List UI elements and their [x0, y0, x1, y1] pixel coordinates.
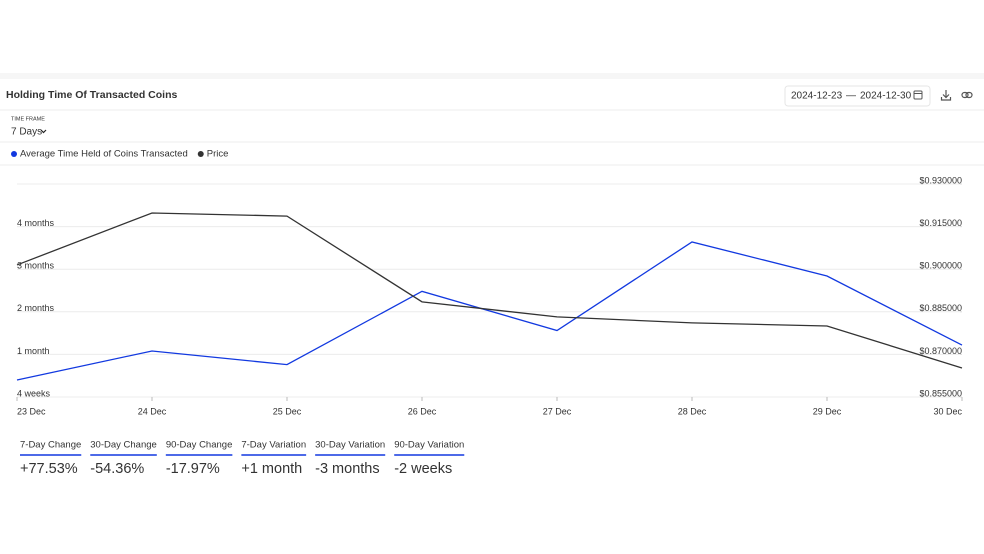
stats: 7-Day Change +77.53% 30-Day Change -54.36% 9… [20, 440, 465, 477]
y2-tick-label: $0.885000 [919, 303, 962, 313]
x-tick-label: 25 Dec [273, 406, 302, 416]
date-range-box[interactable] [784, 85, 931, 107]
series-line [16, 212, 963, 369]
x-tick-label: 30 Dec [933, 406, 962, 416]
y2-tick-label: $0.915000 [919, 218, 962, 228]
y2-tick-label: $0.930000 [919, 175, 962, 185]
stat-value: -17.97% [166, 461, 220, 477]
stat-label[interactable]: 7-Day Change [20, 440, 81, 451]
stat-label[interactable]: 7-Day Variation [241, 440, 306, 451]
stat-value: -2 weeks [394, 461, 452, 477]
y2-tick-label: $0.870000 [919, 346, 962, 356]
legend-marker[interactable] [197, 151, 204, 157]
x-tick-label: 26 Dec [408, 406, 437, 416]
stat-value: -3 months [315, 461, 379, 477]
stat-label[interactable]: 30-Day Change [90, 440, 157, 451]
timeframe-select[interactable]: 7 Days [11, 127, 42, 138]
y2-tick-label: $0.900000 [919, 261, 962, 271]
legend: Average Time Held of Coins Transacted Pri… [11, 149, 228, 160]
legend-marker[interactable] [11, 151, 17, 157]
y-tick-label: 4 weeks [17, 388, 51, 398]
dropdown-arrow[interactable] [40, 129, 47, 134]
y-tick-label: 2 months [17, 303, 55, 313]
stat-value: +1 month [241, 461, 302, 477]
series-line [16, 241, 963, 381]
chart-title: Holding Time Of Transacted Coins [6, 89, 177, 101]
legend-label[interactable]: Average Time Held of Coins Transacted [20, 149, 188, 160]
x-tick-label: 23 Dec [17, 406, 46, 416]
stat-value: -54.36% [90, 461, 144, 477]
date-end[interactable]: 2024-12-30 [860, 91, 912, 102]
x-tick-label: 29 Dec [813, 406, 842, 416]
y-tick-label: 4 months [17, 218, 55, 228]
link-icon[interactable] [961, 91, 973, 99]
plot: 4 weeks 1 month 2 months 3 months 4 months $0… [16, 175, 963, 416]
y-tick-label: 3 months [17, 261, 55, 271]
stat-value: +77.53% [20, 461, 78, 477]
stat-label[interactable]: 90-Day Variation [394, 440, 464, 451]
date-start[interactable]: 2024-12-23 [791, 91, 843, 102]
date-separator: — [846, 91, 856, 102]
calendar-icon[interactable] [913, 90, 923, 100]
x-tick-label: 28 Dec [678, 406, 707, 416]
legend-label[interactable]: Price [207, 149, 229, 160]
stat-label[interactable]: 90-Day Change [166, 440, 233, 451]
y2-tick-label: $0.855000 [919, 388, 962, 398]
y-tick-label: 1 month [17, 346, 50, 356]
top-strip [0, 73, 984, 79]
x-tick-label: 27 Dec [543, 406, 572, 416]
timeframe-label: TIME FRAME [11, 116, 45, 122]
x-tick-label: 24 Dec [138, 406, 167, 416]
download-icon[interactable] [940, 90, 952, 101]
stat-label[interactable]: 30-Day Variation [315, 440, 385, 451]
